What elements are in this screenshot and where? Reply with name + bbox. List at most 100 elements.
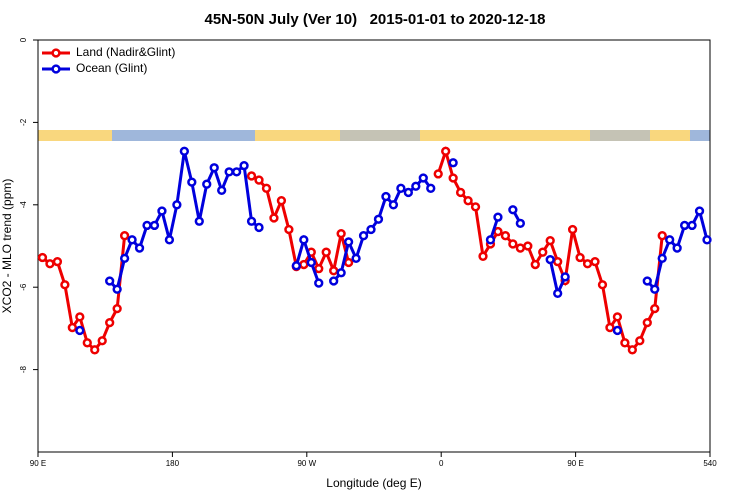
data-point [635, 336, 645, 346]
data-point [194, 216, 204, 226]
data-point [381, 191, 391, 202]
data-point [426, 183, 436, 193]
data-point [411, 181, 421, 191]
data-point [142, 220, 152, 231]
data-point [545, 254, 555, 265]
data-point [187, 177, 197, 187]
x-tick-label: 180 [166, 459, 180, 468]
data-point [567, 224, 578, 235]
data-point [470, 202, 481, 212]
data-point [299, 235, 309, 245]
data-point [239, 161, 249, 171]
data-point [119, 253, 130, 264]
data-point [396, 183, 406, 193]
data-point [650, 303, 660, 314]
legend-label: Land (Nadir&Glint) [76, 45, 175, 59]
data-point [463, 196, 473, 206]
data-point [269, 213, 279, 223]
data-point [276, 196, 287, 206]
data-point [67, 322, 77, 333]
data-point [575, 252, 585, 263]
data-point [523, 241, 533, 251]
data-point [314, 278, 324, 288]
data-point [478, 251, 488, 261]
data-point [508, 205, 518, 215]
data-point [694, 206, 705, 216]
data-point [343, 237, 354, 247]
data-point [448, 158, 458, 168]
data-point [37, 252, 48, 263]
data-point [284, 224, 294, 235]
data-point [60, 280, 70, 290]
data-point [545, 235, 555, 246]
data-point [455, 187, 466, 198]
data-point [665, 235, 675, 245]
y-tick-label: -2 [19, 118, 28, 126]
data-point [172, 200, 182, 210]
data-point [336, 228, 346, 239]
data-point [687, 220, 697, 231]
data-point [590, 257, 600, 267]
legend-marker [51, 64, 61, 74]
data-point [291, 261, 301, 271]
data-point [329, 266, 339, 276]
data-point [321, 247, 331, 257]
y-tick-label: -4 [19, 201, 28, 209]
data-point [642, 276, 652, 286]
data-point [657, 231, 667, 241]
data-point [605, 322, 615, 333]
x-tick-label: 540 [703, 459, 717, 468]
data-point [45, 259, 55, 269]
data-point [515, 218, 525, 228]
data-point [134, 243, 145, 253]
data-point [75, 312, 85, 322]
data-point [343, 257, 354, 268]
data-point [358, 231, 369, 241]
data-point [582, 259, 593, 269]
data-point [650, 284, 660, 294]
data-point [254, 175, 264, 185]
data-point [52, 257, 63, 267]
data-point [149, 220, 160, 231]
y-tick-label: -6 [19, 283, 28, 291]
data-point [366, 224, 376, 235]
data-point [612, 312, 623, 322]
data-point [261, 183, 272, 193]
legend-marker [51, 48, 61, 58]
y-axis-label: XCO2 - MLO trend (ppm) [0, 179, 14, 314]
data-point [597, 280, 608, 290]
x-tick-label: 90 E [30, 459, 46, 468]
data-point [209, 163, 219, 173]
x-tick-label: 0 [439, 459, 444, 468]
data-point [90, 345, 100, 355]
data-point [336, 268, 346, 278]
data-point [164, 235, 175, 245]
data-point [179, 146, 189, 156]
data-point [508, 239, 518, 249]
plot-frame [37, 39, 711, 453]
data-point [485, 235, 496, 245]
data-point [329, 276, 339, 286]
data-point [657, 253, 667, 264]
chart-title: 45N-50N July (Ver 10) 2015-01-01 to 2020… [204, 11, 545, 28]
data-point [119, 231, 130, 241]
data-point [642, 317, 652, 328]
data-point [403, 187, 413, 198]
data-point [217, 185, 227, 196]
surface-strip [38, 130, 710, 141]
data-point [441, 146, 451, 156]
data-point [75, 325, 85, 336]
data-point [388, 200, 399, 210]
data-point [105, 276, 115, 286]
data-point [231, 167, 242, 177]
data-point [306, 257, 316, 268]
data-point [620, 338, 630, 348]
x-tick-label: 90 E [567, 459, 583, 468]
data-point [299, 259, 309, 270]
data-point [433, 169, 443, 179]
data-point [530, 259, 540, 270]
data-point [224, 167, 234, 177]
x-axis-label: Longitude (deg E) [326, 476, 421, 490]
x-tick-label: 90 W [297, 459, 316, 468]
